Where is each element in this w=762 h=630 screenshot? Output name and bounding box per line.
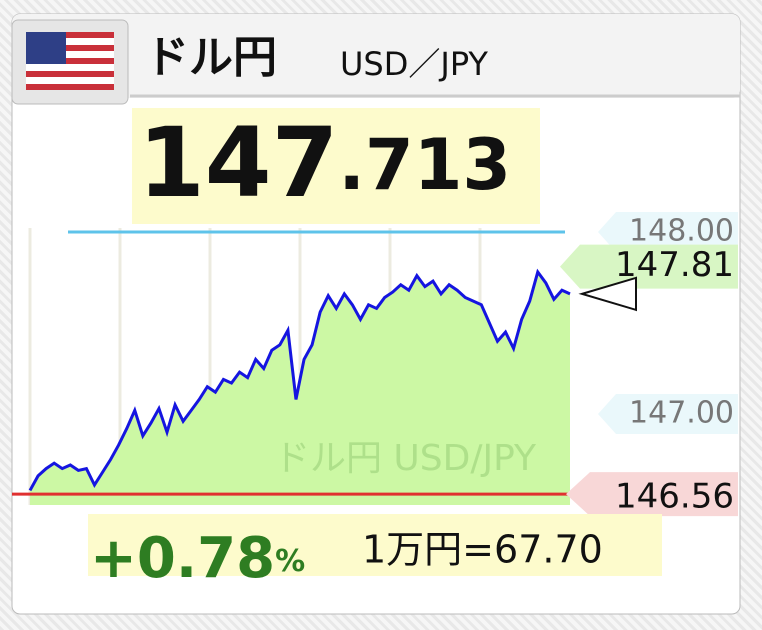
tick-tag: [598, 212, 738, 252]
flag: [11, 19, 129, 105]
change: +0.78%: [90, 526, 305, 591]
area: [30, 272, 570, 505]
current-marker: [578, 276, 637, 312]
watermark: ドル円 USD/JPY: [274, 438, 537, 479]
price-bg: [132, 108, 540, 224]
y-tick-label: 148.00: [629, 214, 734, 249]
tick-tag: [598, 394, 738, 434]
high-tag: [560, 244, 738, 289]
change-unit: %: [275, 544, 305, 579]
y-tick-label: 147.00: [629, 396, 734, 431]
header-bg: [12, 14, 740, 98]
conversion: 1万円=67.70: [362, 528, 603, 572]
low-tag: [566, 472, 738, 517]
price-integer: 147: [138, 107, 338, 219]
footer-bg: [88, 514, 662, 576]
change-value: +0.78: [90, 526, 275, 591]
price-decimal: .713: [338, 124, 511, 206]
line: [28, 268, 571, 492]
title: ドル円: [145, 32, 277, 83]
price: 147.713: [138, 107, 511, 219]
low-label: 146.56: [615, 477, 734, 517]
subtitle: USD／JPY: [340, 45, 488, 83]
